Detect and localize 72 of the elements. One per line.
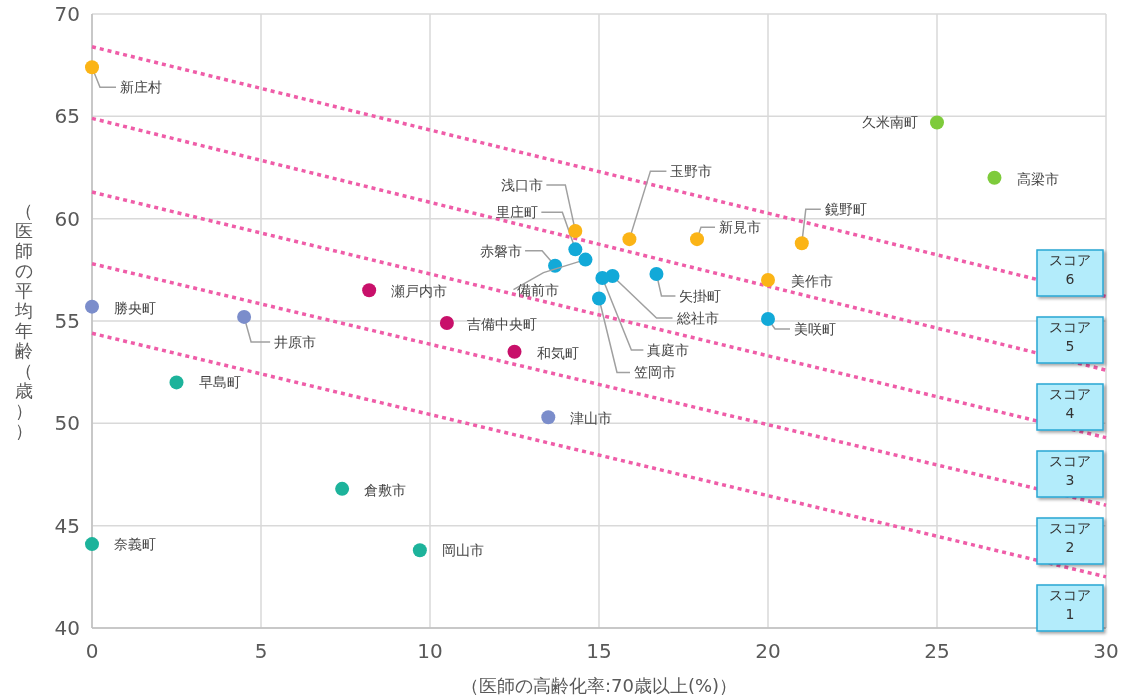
- point: [85, 60, 99, 75]
- point: [169, 375, 184, 390]
- series-label: 勝央町: [114, 299, 156, 316]
- series-label: 早島町: [198, 374, 241, 391]
- point: [362, 283, 377, 298]
- point: [595, 271, 610, 286]
- series-label: 美作市: [791, 272, 833, 289]
- point: [85, 299, 99, 314]
- series-label: 倉敷市: [364, 481, 407, 498]
- x-tick-label: 25: [924, 639, 950, 663]
- x-tick-label: 15: [586, 639, 612, 663]
- point: [622, 232, 637, 247]
- point: [335, 481, 350, 496]
- x-axis-title: （医師の高齢化率:70歳以上(%)）: [460, 675, 738, 696]
- text: 総社市: [675, 309, 719, 326]
- y-tick-label: 40: [54, 616, 80, 640]
- text: （医師の平均年齢（歳））: [15, 200, 33, 442]
- text: 里庄町: [496, 204, 539, 221]
- series-label: 岡山市: [441, 542, 484, 559]
- x-tick-label: 30: [1093, 639, 1119, 663]
- series-label: 鏡野町: [824, 201, 867, 218]
- point: [578, 252, 593, 267]
- point: [412, 543, 427, 558]
- annotation: スコア 3: [1049, 453, 1091, 488]
- series-label: 吉備中央町: [466, 315, 537, 332]
- series-label: 瀬戸内市: [391, 283, 448, 300]
- series-label: 新見市: [719, 219, 762, 236]
- point: [85, 537, 99, 552]
- y-tick-label: 45: [54, 513, 80, 538]
- point: [541, 410, 556, 425]
- y-tick-label: 55: [54, 309, 80, 333]
- series-label: 奈義町: [114, 535, 156, 552]
- point: [649, 266, 664, 281]
- series-label: 備前市: [517, 281, 560, 298]
- x-tick-label: 0: [85, 639, 99, 663]
- annotation: スコア 2: [1049, 520, 1091, 555]
- point: [930, 115, 944, 130]
- annotation: スコア 1: [1049, 587, 1091, 622]
- x-tick-label: 10: [417, 639, 443, 663]
- y-tick-label: 65: [54, 104, 80, 129]
- series-label: 新庄村: [120, 79, 162, 96]
- point: [237, 309, 252, 324]
- series-label: 津山市: [570, 410, 613, 427]
- text: 浅口市: [501, 176, 544, 193]
- series-label: 矢掛町: [679, 287, 722, 304]
- y-tick-label: 70: [54, 2, 80, 26]
- point: [794, 236, 809, 251]
- series-label: 久米南町: [862, 114, 918, 131]
- annotation: スコア 4: [1049, 386, 1091, 421]
- annotation: スコア 5: [1049, 319, 1091, 354]
- point: [568, 223, 583, 238]
- point: [761, 273, 775, 288]
- y-tick-label: 50: [54, 411, 80, 436]
- series-label: 美咲町: [794, 320, 836, 337]
- text: 笠岡市: [634, 364, 676, 381]
- point: [690, 232, 705, 247]
- point: [507, 344, 522, 359]
- y-tick-label: 60: [54, 206, 80, 231]
- text: 玉野市: [670, 163, 713, 180]
- point: [439, 316, 454, 331]
- text: 真庭市: [647, 341, 690, 358]
- point: [592, 291, 606, 306]
- series-label: 井原市: [274, 333, 317, 350]
- series-label: 高梁市: [1017, 170, 1060, 187]
- x-tick-label: 5: [254, 639, 268, 663]
- series-label: 和気町: [536, 344, 579, 361]
- annotation: スコア 6: [1049, 252, 1091, 287]
- point: [568, 242, 583, 257]
- point: [987, 170, 1002, 185]
- point: [761, 311, 775, 326]
- series-label: 赤磐市: [480, 242, 523, 259]
- x-tick-label: 20: [755, 639, 781, 663]
